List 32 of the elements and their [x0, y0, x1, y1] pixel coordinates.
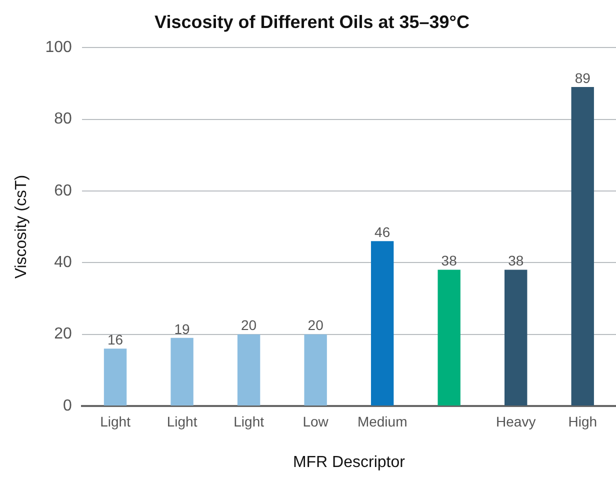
- bar: [170, 338, 194, 406]
- bar: [304, 334, 327, 406]
- y-tick-label: 80: [54, 110, 72, 128]
- x-tick-label: Light: [166, 413, 198, 430]
- data-label: 16: [107, 332, 124, 348]
- bar: [104, 348, 127, 406]
- data-label: 46: [374, 224, 390, 240]
- y-tick-label: 40: [54, 254, 72, 272]
- y-tick-label: 100: [45, 39, 72, 56]
- x-tick-label: Medium: [357, 413, 408, 430]
- bar: [504, 270, 528, 406]
- data-label: 20: [308, 317, 324, 334]
- y-tick-label: 60: [54, 182, 72, 200]
- x-tick-label: Heavy: [496, 413, 536, 430]
- data-label: 38: [441, 252, 458, 269]
- x-axis-title: MFR Descriptor: [292, 454, 406, 471]
- x-tick-label: Light: [100, 413, 131, 430]
- chart-title: Viscosity of Different Oils at 35–39°C: [154, 12, 470, 32]
- x-tick-label: Light: [234, 413, 264, 430]
- data-label: 89: [574, 70, 591, 86]
- x-tick-label: High: [568, 413, 598, 430]
- bar: [438, 270, 460, 406]
- x-tick-label: Low: [302, 413, 330, 430]
- y-axis-title: Viscosity (csT): [13, 174, 30, 279]
- bar: [370, 241, 394, 406]
- y-tick-label: 0: [62, 397, 72, 414]
- bar: [571, 87, 594, 406]
- data-label: 38: [508, 252, 524, 269]
- data-label: 19: [174, 320, 190, 337]
- data-label: 20: [241, 317, 257, 334]
- bar: [237, 334, 260, 406]
- y-tick-label: 20: [54, 326, 72, 343]
